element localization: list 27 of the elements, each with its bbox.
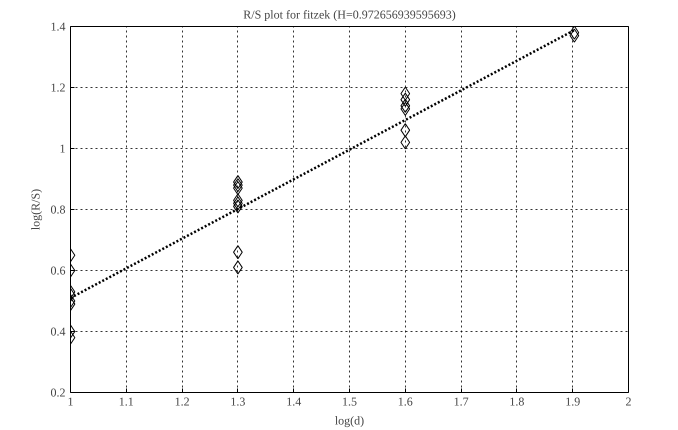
point <box>400 92 410 107</box>
chart-title: R/S plot for fitzek (H=0.972656939595693) <box>243 8 456 22</box>
x-tick-label: 1.6 <box>398 394 413 408</box>
y-axis-title: log(R/S) <box>28 188 42 230</box>
point <box>400 98 410 113</box>
x-tick-label: 1.5 <box>342 394 357 408</box>
x-tick-label: 1.9 <box>565 394 580 408</box>
y-tick-label: 1 <box>60 142 66 156</box>
y-tick-label: 0.8 <box>50 202 66 216</box>
x-tick-label: 1.3 <box>230 394 246 408</box>
y-tick-label: 0.4 <box>50 324 66 338</box>
point <box>400 102 410 116</box>
x-tick-label: 1.4 <box>286 394 302 408</box>
point <box>400 135 410 150</box>
x-tick-label: 1.8 <box>509 394 524 408</box>
x-tick-label: 1.7 <box>454 394 469 408</box>
x-tick-label: 2 <box>626 394 632 408</box>
x-tick-label: 1.2 <box>174 394 190 408</box>
point <box>400 123 410 138</box>
y-tick-label: 1.2 <box>50 80 66 94</box>
point <box>570 26 580 40</box>
point <box>400 86 410 101</box>
x-tick-label: 1.1 <box>118 394 134 408</box>
x-axis-title: log(d) <box>334 414 364 428</box>
y-tick-label: 0.6 <box>50 264 66 278</box>
y-tick-label: 0.2 <box>50 386 66 400</box>
y-tick-label: 1.4 <box>50 20 66 34</box>
